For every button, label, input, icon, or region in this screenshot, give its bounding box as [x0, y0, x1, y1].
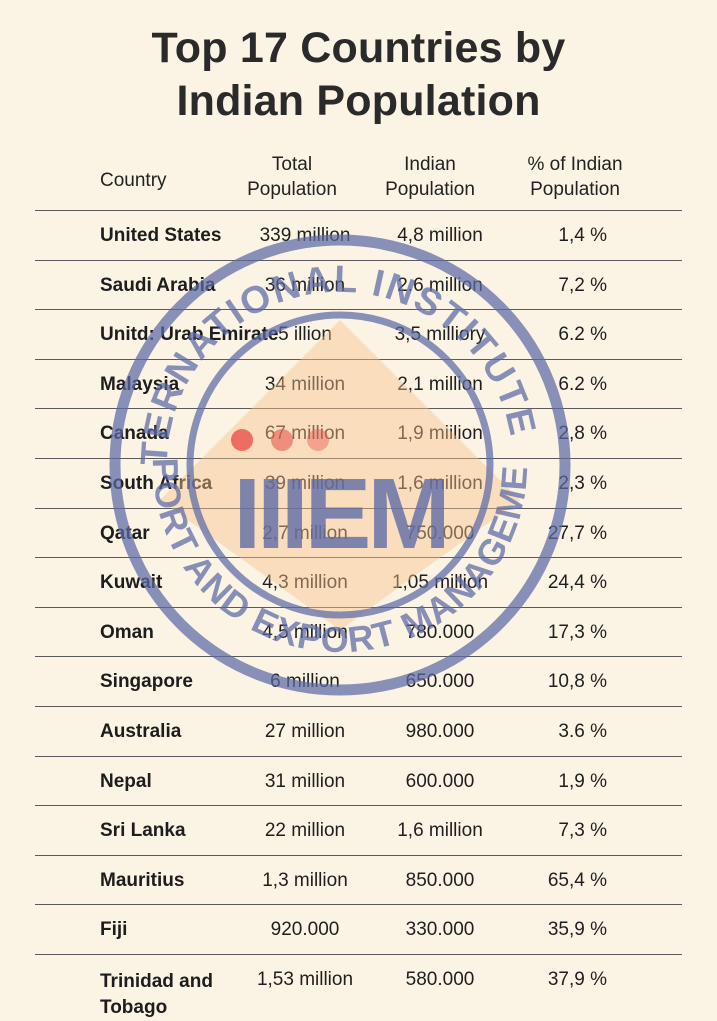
- total-population-cell: 67 million: [264, 423, 346, 445]
- country-cell: Nepal: [100, 770, 152, 792]
- country-cell: Canada: [100, 423, 169, 445]
- total-population-cell: 1,53 million: [256, 969, 354, 990]
- total-population-cell: 39 million: [264, 473, 346, 494]
- table-row: Mauritius 1,3 million 850.000 65,4 %: [35, 854, 682, 905]
- page-title-line-2: Indian Population: [176, 77, 541, 125]
- total-population-cell: 31 million: [264, 770, 346, 792]
- country-cell: Oman: [100, 621, 154, 643]
- total-population-cell: 6 million: [270, 671, 340, 693]
- country-cell: Australia: [100, 721, 182, 742]
- percent-indian-cell: 2,8 %: [558, 423, 607, 445]
- country-cell: Trinidad and Tobago: [100, 971, 213, 1018]
- indian-population-cell: 2.6 million: [397, 274, 483, 296]
- column-header-total-line-2: Population: [247, 179, 337, 200]
- percent-indian-cell: 27,7 %: [547, 522, 607, 544]
- percent-indian-cell: 1,9 %: [558, 770, 607, 792]
- column-header-percent-indian: % of Indian Population: [515, 152, 635, 202]
- country-cell: Singapore: [100, 671, 193, 693]
- country-cell: Kuwait: [100, 572, 163, 594]
- indian-population-cell: 330.000: [405, 919, 475, 941]
- table-row: United States 339 million 4,8 million 1,4 %: [35, 210, 682, 260]
- indian-population-cell: 1,6 million: [397, 473, 483, 494]
- percent-indian-cell: 3.6 %: [558, 721, 607, 742]
- percent-indian-cell: 1,4 %: [558, 225, 607, 246]
- total-population-cell: 339 million: [259, 225, 351, 246]
- column-header-total-line-1: Total: [271, 154, 313, 175]
- country-cell: Mauritius: [100, 869, 185, 891]
- country-cell: Fiji: [100, 919, 128, 941]
- total-population-cell: 36 million: [264, 274, 346, 296]
- column-header-pct-line-1: % of Indian: [527, 154, 623, 175]
- column-header-indian-line-2: Population: [385, 179, 475, 200]
- total-population-cell: 34 million: [264, 373, 346, 395]
- country-cell: South Africa: [100, 473, 213, 494]
- percent-indian-cell: 24,4 %: [547, 572, 607, 594]
- indian-population-cell: 750.000: [405, 522, 475, 544]
- table-row: Fiji 920.000 330.000 35,9 %: [35, 904, 682, 954]
- indian-population-cell: 980.000: [405, 721, 475, 742]
- indian-population-cell: 650.000: [405, 671, 475, 693]
- total-population-cell: 920.000: [270, 919, 340, 941]
- total-population-cell: 4,5 million: [262, 621, 348, 643]
- percent-indian-cell: 2,3 %: [558, 473, 607, 494]
- total-population-cell: 5 illion: [278, 324, 332, 346]
- total-population-cell: 27 million: [264, 721, 346, 742]
- indian-population-cell: 2,1 million: [397, 373, 483, 395]
- percent-indian-cell: 7,3 %: [558, 820, 607, 842]
- country-cell: Qatar: [100, 522, 150, 544]
- indian-population-cell: 1,9 miilion: [397, 423, 483, 445]
- table-row: Unitd: Urab Emirate 5 illion 3,5 milliory 6…: [35, 309, 682, 359]
- page-title: Top 17 Countries by Indian Population: [0, 22, 717, 128]
- percent-indian-cell: 37,9 %: [547, 969, 607, 990]
- percent-indian-cell: 10,8 %: [547, 671, 607, 693]
- total-population-cell: 1,3 million: [262, 869, 348, 891]
- table-row: Sri Lanka 22 million 1,6 million 7,3 %: [35, 805, 682, 855]
- country-cell: Saudi Arabia: [100, 274, 216, 296]
- percent-indian-cell: 17,3 %: [547, 621, 607, 643]
- table-row: Australia 27 million 980.000 3.6 %: [35, 706, 682, 756]
- indian-population-cell: 1,6 million: [397, 820, 483, 842]
- column-header-total-population: Total Population: [232, 152, 352, 202]
- table-row: Malaysia 34 million 2,1 million 6.2 %: [35, 358, 682, 409]
- table-row: Oman 4,5 million 780.000 17,3 %: [35, 606, 682, 657]
- percent-indian-cell: 7,2 %: [558, 274, 607, 296]
- indian-population-cell: 4,8 million: [397, 225, 483, 246]
- indian-population-cell: 850.000: [405, 869, 475, 891]
- column-header-pct-line-2: Population: [530, 179, 620, 200]
- table-row: Canada 67 million 1,9 miilion 2,8 %: [35, 408, 682, 458]
- column-header-indian-population: Indian Population: [370, 152, 490, 202]
- indian-population-cell: 600.000: [405, 770, 475, 792]
- total-population-cell: 22 million: [264, 820, 346, 842]
- page-title-line-1: Top 17 Countries by: [151, 24, 566, 72]
- table-row: Kuwait 4,3 million 1,05 million 24,4 %: [35, 557, 682, 607]
- table-row: Qatar 2,7 million 750.000 27,7 %: [35, 507, 682, 558]
- indian-population-cell: 1,05 million: [391, 572, 489, 594]
- indian-population-cell: 780.000: [405, 621, 475, 643]
- indian-population-cell: 580.000: [405, 969, 475, 990]
- table-row: Trinidad and Tobago 1,53 million 580.000 37…: [35, 954, 682, 1018]
- country-cell: Sri Lanka: [100, 820, 186, 842]
- indian-population-cell: 3,5 milliory: [394, 324, 486, 346]
- column-header-country: Country: [100, 170, 167, 191]
- percent-indian-cell: 6.2 %: [558, 373, 607, 395]
- country-cell: United States: [100, 225, 222, 246]
- table-row: Singapore 6 million 650.000 10,8 %: [35, 656, 682, 706]
- percent-indian-cell: 6.2 %: [558, 324, 607, 346]
- column-header-indian-line-1: Indian: [404, 154, 456, 175]
- table-row: Saudi Arabia 36 million 2.6 million 7,2 %: [35, 259, 682, 310]
- table-row: Nepal 31 million 600.000 1,9 %: [35, 755, 682, 806]
- percent-indian-cell: 65,4 %: [547, 869, 607, 891]
- percent-indian-cell: 35,9 %: [547, 919, 607, 941]
- total-population-cell: 2,7 million: [262, 522, 348, 544]
- total-population-cell: 4,3 million: [262, 572, 348, 594]
- country-cell: Malaysia: [100, 373, 180, 395]
- table-row: South Africa 39 million 1,6 million 2,3 %: [35, 458, 682, 508]
